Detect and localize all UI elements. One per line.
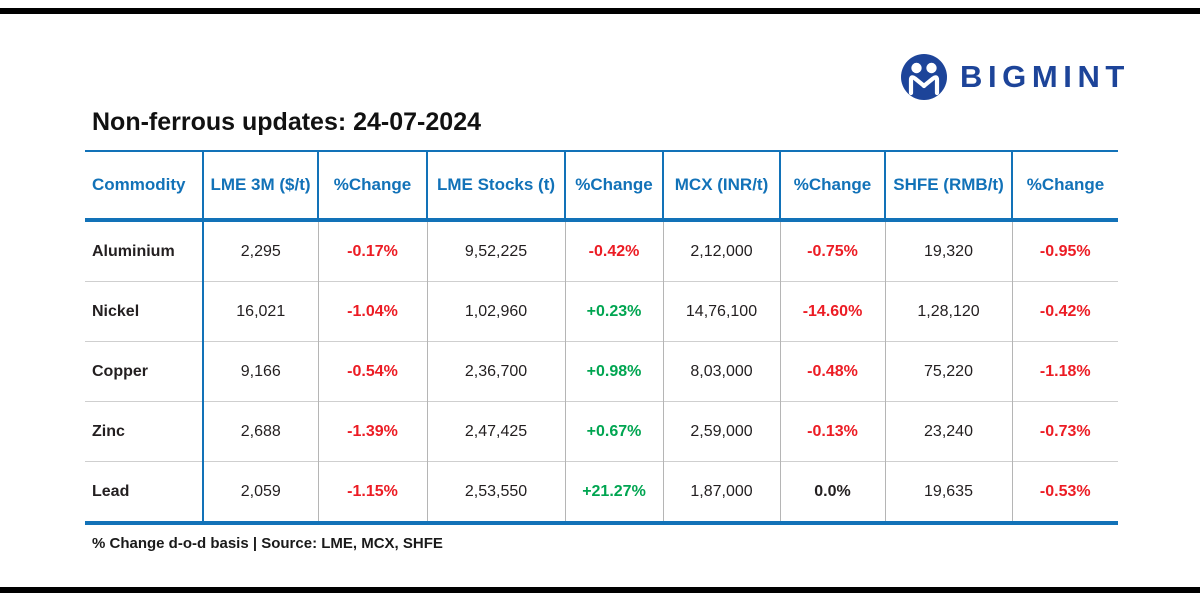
commodity-name: Nickel: [85, 281, 203, 342]
stocks-change-value: +21.27%: [564, 461, 663, 523]
lme-3m-value: 9,166: [202, 341, 318, 402]
header-row: Commodity LME 3M ($/t) %Change LME Stock…: [85, 151, 1118, 222]
commodity-name: Aluminium: [92, 242, 175, 260]
lme-3m-value: 2,688: [202, 401, 318, 462]
table-row-aluminium: Aluminium 2,295 -0.17% 9,52,225 -0.42% 2…: [85, 220, 1118, 282]
lme-3m-value: 16,021: [202, 281, 318, 342]
page-title: Non-ferrous updates: 24-07-2024: [92, 108, 482, 136]
col-header-mcx-change: %Change: [779, 151, 885, 222]
mcx-value: 14,76,100: [662, 281, 780, 342]
shfe-value: 19,320: [884, 220, 1012, 282]
stocks-change-value: +0.23%: [564, 281, 663, 342]
commodity-name: Zinc: [85, 401, 203, 462]
lme-3m-value: 2,295: [202, 220, 318, 282]
brand-name: BIGMINT: [960, 59, 1130, 94]
prices-table-wrap: Commodity LME 3M ($/t) %Change LME Stock…: [85, 150, 1118, 525]
bigmint-people-icon: [901, 54, 947, 100]
col-header-stocks-change: %Change: [564, 151, 663, 222]
mcx-value: 1,87,000: [662, 461, 780, 523]
stocks-change-value: +0.98%: [564, 341, 663, 402]
mcx-change-value: -14.60%: [779, 281, 885, 342]
mcx-value: 8,03,000: [662, 341, 780, 402]
col-header-mcx: MCX (INR/t): [662, 151, 780, 222]
col-header-shfe: SHFE (RMB/t): [884, 151, 1012, 222]
shfe-change-value: -0.42%: [1011, 281, 1118, 342]
lme-stocks-value: 9,52,225: [426, 220, 565, 282]
col-header-lme-change: %Change: [317, 151, 427, 222]
col-header-lme-3m: LME 3M ($/t): [202, 151, 318, 222]
lme-stocks-value: 1,02,960: [426, 281, 565, 342]
commodity-name: Copper: [85, 341, 203, 402]
table-row-lead: Lead 2,059 -1.15% 2,53,550 +21.27% 1,87,…: [85, 461, 1118, 523]
commodity-name: Lead: [85, 461, 203, 523]
shfe-change-value: -1.18%: [1011, 341, 1118, 402]
mcx-value: 2,12,000: [662, 220, 780, 282]
top-black-bar: [0, 8, 1200, 14]
brand-logo: BIGMINT: [900, 53, 1130, 101]
lme-change-value: -0.54%: [317, 341, 427, 402]
table-row-copper: Copper 9,166 -0.54% 2,36,700 +0.98% 8,03…: [85, 341, 1118, 402]
bottom-black-bar: [0, 587, 1200, 593]
shfe-value: 23,240: [884, 401, 1012, 462]
shfe-change-value: -0.53%: [1011, 461, 1118, 523]
lme-change-value: -0.17%: [317, 220, 427, 282]
mcx-change-value: -0.48%: [779, 341, 885, 402]
lme-change-value: -1.04%: [317, 281, 427, 342]
shfe-change-value: -0.73%: [1011, 401, 1118, 462]
shfe-value: 1,28,120: [884, 281, 1012, 342]
table-row-zinc: Zinc 2,688 -1.39% 2,47,425 +0.67% 2,59,0…: [85, 401, 1118, 462]
lme-stocks-value: 2,53,550: [426, 461, 565, 523]
col-header-lme-stocks: LME Stocks (t): [426, 151, 565, 222]
shfe-value: 75,220: [884, 341, 1012, 402]
mcx-change-value: -0.75%: [779, 220, 885, 282]
stocks-change-value: +0.67%: [564, 401, 663, 462]
lme-3m-value: 2,059: [202, 461, 318, 523]
lme-change-value: -1.39%: [317, 401, 427, 462]
shfe-value: 19,635: [884, 461, 1012, 523]
col-header-commodity: Commodity: [85, 151, 203, 222]
lme-stocks-value: 2,36,700: [426, 341, 565, 402]
mcx-change-value: -0.13%: [779, 401, 885, 462]
col-header-shfe-change: %Change: [1011, 151, 1118, 222]
stocks-change-value: -0.42%: [564, 220, 663, 282]
footer-note: % Change d-o-d basis | Source: LME, MCX,…: [92, 535, 443, 552]
prices-table: Commodity LME 3M ($/t) %Change LME Stock…: [85, 150, 1118, 525]
lme-change-value: -1.15%: [317, 461, 427, 523]
lme-stocks-value: 2,47,425: [426, 401, 565, 462]
shfe-change-value: -0.95%: [1011, 220, 1118, 282]
table-row-nickel: Nickel 16,021 -1.04% 1,02,960 +0.23% 14,…: [85, 281, 1118, 342]
mcx-change-value: 0.0%: [779, 461, 885, 523]
mcx-value: 2,59,000: [662, 401, 780, 462]
